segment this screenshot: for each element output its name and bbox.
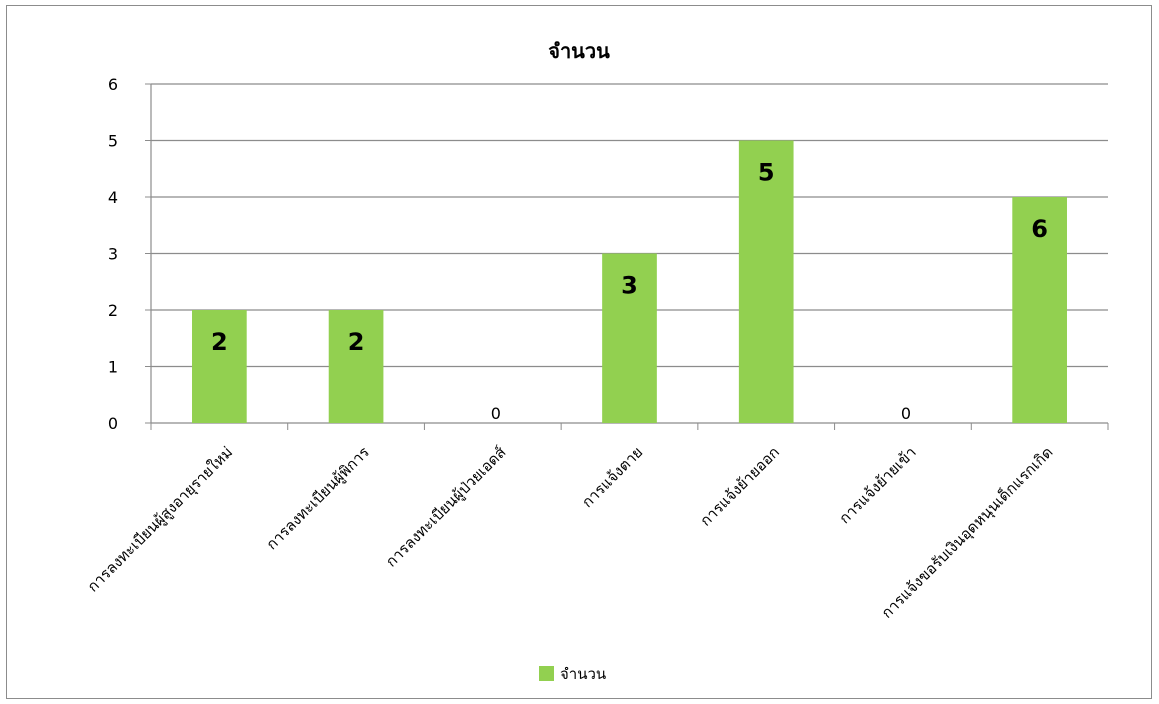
data-labels: 2 2 0 3 5 0 6 xyxy=(211,159,1048,424)
data-label-0: 2 xyxy=(211,328,228,356)
data-label-1: 2 xyxy=(348,328,365,356)
legend-swatch xyxy=(539,666,554,681)
bar-3 xyxy=(602,253,657,423)
legend-label: จำนวน xyxy=(560,665,606,683)
y-tick-label-6: 6 xyxy=(108,75,118,94)
y-tick-label-0: 0 xyxy=(108,414,118,433)
x-tick-label-1: การลงทะเบียนผู้พิการ xyxy=(263,443,373,553)
x-tick-labels: การลงทะเบียนผู้สูงอายุรายใหม่ การลงทะเบีย… xyxy=(84,442,1057,622)
legend: จำนวน xyxy=(539,665,606,683)
y-tick-label-1: 1 xyxy=(108,358,118,377)
bar-4 xyxy=(738,140,794,423)
bar-6 xyxy=(1012,197,1067,423)
y-tick-label-2: 2 xyxy=(108,301,118,320)
y-tick-label-5: 5 xyxy=(108,132,118,151)
y-tick-labels: 0 1 2 3 4 5 6 xyxy=(108,75,118,433)
x-tick-label-5: การแจ้งย้ายเข้า xyxy=(836,443,920,527)
bars xyxy=(192,140,1067,423)
data-label-6: 6 xyxy=(1031,215,1048,243)
chart-title: จำนวน xyxy=(548,39,610,63)
bar-1 xyxy=(328,310,384,423)
x-tick-label-2: การลงทะเบียนผู้ป่วยเอดส์ xyxy=(382,443,509,570)
data-label-4: 5 xyxy=(758,159,775,187)
data-label-3: 3 xyxy=(621,272,638,300)
x-tick-label-0: การลงทะเบียนผู้สูงอายุรายใหม่ xyxy=(84,443,237,596)
bar-0 xyxy=(192,310,247,423)
x-tick-label-4: การแจ้งย้ายออก xyxy=(696,443,783,530)
data-label-5: 0 xyxy=(901,404,911,423)
data-label-2: 0 xyxy=(491,404,501,423)
x-tick-label-3: การแจ้งตาย xyxy=(578,443,646,511)
y-tick-label-3: 3 xyxy=(108,245,118,264)
y-tick-label-4: 4 xyxy=(108,188,118,207)
